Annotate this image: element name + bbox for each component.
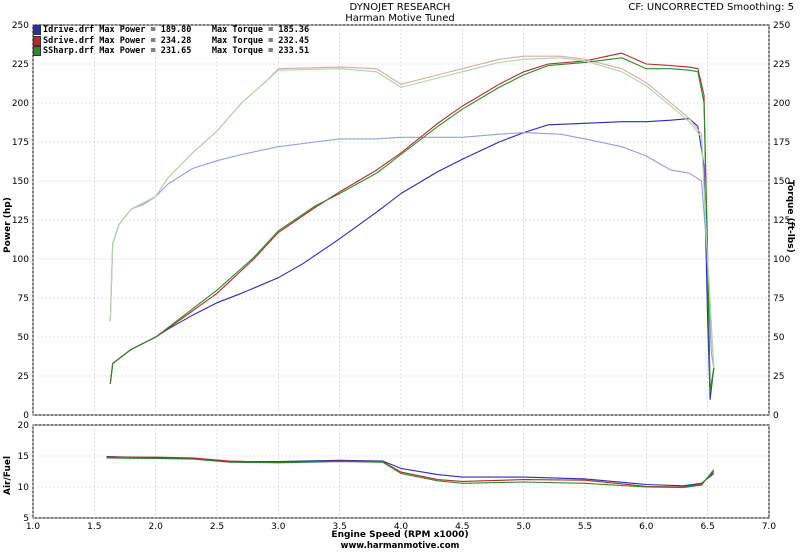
legend-swatch xyxy=(33,35,41,46)
y-tick-label: 200 xyxy=(12,99,29,109)
y2-tick-label: 75 xyxy=(773,294,784,304)
x-tick-label: 6.5 xyxy=(701,522,715,532)
y-tick-label: 5 xyxy=(23,514,29,524)
x-tick-label: 7.0 xyxy=(762,522,777,532)
y2-tick-label: 225 xyxy=(773,60,790,70)
torque-axis-title: Torque (ft-lbs) xyxy=(785,180,795,253)
x-tick-label: 5.5 xyxy=(578,522,592,532)
x-tick-label: 4.0 xyxy=(394,522,409,532)
legend-swatch xyxy=(33,25,41,36)
legend-entry: SSharp.drf Max Power = 231.65 Max Torque… xyxy=(33,46,309,57)
x-tick-label: 1.5 xyxy=(87,522,101,532)
x-axis-title: Engine Speed (RPM x1000) xyxy=(331,530,469,540)
x-tick-label: 2.5 xyxy=(210,522,224,532)
y2-tick-label: 175 xyxy=(773,138,790,148)
y-tick-label: 225 xyxy=(12,60,29,70)
y-tick-label: 10 xyxy=(18,483,30,493)
series-line xyxy=(109,57,715,393)
y2-tick-label: 100 xyxy=(773,255,790,265)
y-tick-label: 100 xyxy=(12,255,29,265)
y2-tick-label: 150 xyxy=(773,177,790,187)
y2-tick-label: 0 xyxy=(773,411,779,421)
y2-tick-label: 50 xyxy=(773,333,785,343)
series-line xyxy=(106,456,715,487)
x-tick-label: 6.0 xyxy=(639,522,654,532)
y-tick-label: 75 xyxy=(18,294,29,304)
legend-label: SSharp.drf Max Power = 231.65 Max Torque… xyxy=(43,46,310,56)
y-tick-label: 20 xyxy=(18,421,30,431)
series-line xyxy=(109,52,715,393)
series-line xyxy=(106,456,715,488)
x-tick-label: 1.0 xyxy=(26,522,41,532)
y2-tick-label: 200 xyxy=(773,99,790,109)
power-axis-title: Power (hp) xyxy=(3,197,13,253)
power-torque-plot: 0 0 25 25 50 50 75 75 100 100 125 125 150 150 175 175 20… xyxy=(12,21,791,421)
legend-label: Idrive.drf Max Power = 189.80 Max Torque… xyxy=(43,25,310,35)
legend-entry: Idrive.drf Max Power = 189.80 Max Torque… xyxy=(33,25,309,36)
y-tick-label: 175 xyxy=(12,138,29,148)
y-tick-label: 25 xyxy=(18,372,29,382)
y-tick-label: 250 xyxy=(12,21,29,31)
series-line xyxy=(106,457,715,489)
series-line xyxy=(109,57,715,369)
correction-status: CF: UNCORRECTED Smoothing: 5 xyxy=(628,2,794,13)
y-tick-label: 15 xyxy=(18,452,29,462)
x-tick-label: 4.5 xyxy=(455,522,469,532)
legend-swatch xyxy=(33,46,41,57)
legend: Idrive.drf Max Power = 189.80 Max Torque… xyxy=(33,25,309,57)
x-tick-label: 3.0 xyxy=(271,522,286,532)
legend-label: Sdrive.drf Max Power = 234.28 Max Torque… xyxy=(43,35,310,46)
x-tick-label: 2.0 xyxy=(149,522,164,532)
y2-tick-label: 250 xyxy=(773,21,790,31)
y-tick-label: 150 xyxy=(12,177,29,187)
footer-url: www.harmanmotive.com xyxy=(340,541,460,551)
legend-entry: Sdrive.drf Max Power = 234.28 Max Torque… xyxy=(33,36,309,47)
x-tick-label: 3.5 xyxy=(333,522,347,532)
y-tick-label: 125 xyxy=(12,216,29,226)
y-tick-label: 50 xyxy=(18,333,30,343)
y2-tick-label: 25 xyxy=(773,372,784,382)
y-tick-label: 0 xyxy=(23,411,29,421)
x-tick-label: 5.0 xyxy=(517,522,532,532)
air-fuel-plot: 5 10 15 20 1.0 1.5 2.0 2.5 3.0 3.5 4.0 4.5 5.0 5.5 6.0… xyxy=(18,421,777,532)
y2-tick-label: 125 xyxy=(773,216,790,226)
series-line xyxy=(109,118,715,400)
chart-subtitle: Harman Motive Tuned xyxy=(345,13,455,24)
afr-axis-title: Air/Fuel xyxy=(3,455,13,495)
chart-title: DYNOJET RESEARCH xyxy=(349,2,451,13)
